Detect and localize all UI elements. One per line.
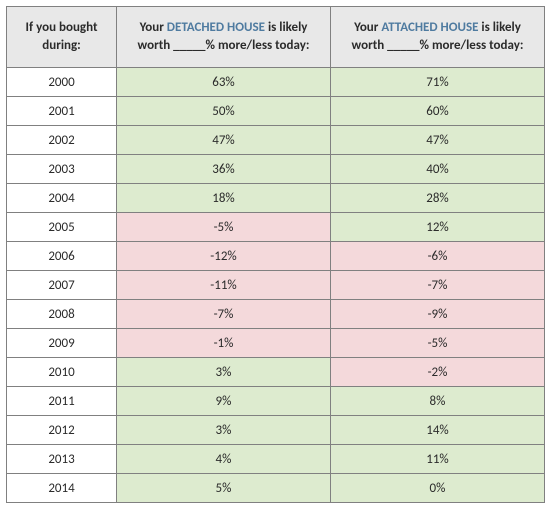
cell-year: 2010: [7, 358, 117, 387]
cell-detached: 47%: [117, 126, 331, 155]
cell-attached: 11%: [331, 445, 545, 474]
table-row: 200063%71%: [7, 68, 545, 97]
table-row: 2007-11%-7%: [7, 271, 545, 300]
cell-year: 2014: [7, 474, 117, 503]
house-value-table: If you bought during: Your DETACHED HOUS…: [6, 6, 545, 503]
cell-year: 2009: [7, 329, 117, 358]
cell-attached: 0%: [331, 474, 545, 503]
cell-attached: -2%: [331, 358, 545, 387]
cell-detached: 36%: [117, 155, 331, 184]
cell-attached: 28%: [331, 184, 545, 213]
cell-attached: 12%: [331, 213, 545, 242]
table-row: 2008-7%-9%: [7, 300, 545, 329]
table-row: 20134%11%: [7, 445, 545, 474]
cell-attached: 47%: [331, 126, 545, 155]
table-row: 2005-5%12%: [7, 213, 545, 242]
cell-attached: 60%: [331, 97, 545, 126]
cell-year: 2004: [7, 184, 117, 213]
cell-detached: -5%: [117, 213, 331, 242]
table-row: 200150%60%: [7, 97, 545, 126]
table-header-row: If you bought during: Your DETACHED HOUS…: [7, 7, 545, 68]
table-row: 20123%14%: [7, 416, 545, 445]
col-header-attached: Your ATTACHED HOUSE is likely worth ____…: [331, 7, 545, 68]
cell-attached: -9%: [331, 300, 545, 329]
cell-year: 2006: [7, 242, 117, 271]
cell-year: 2007: [7, 271, 117, 300]
cell-year: 2008: [7, 300, 117, 329]
table-row: 20103%-2%: [7, 358, 545, 387]
attached-prefix: Your: [354, 20, 381, 35]
cell-attached: 14%: [331, 416, 545, 445]
cell-detached: 3%: [117, 416, 331, 445]
table-row: 20119%8%: [7, 387, 545, 416]
cell-detached: -7%: [117, 300, 331, 329]
table-row: 2009-1%-5%: [7, 329, 545, 358]
col-header-year-label: If you bought during:: [26, 20, 98, 53]
table-body: 200063%71%200150%60%200247%47%200336%40%…: [7, 68, 545, 503]
cell-detached: 9%: [117, 387, 331, 416]
detached-prefix: Your: [140, 20, 167, 35]
table-row: 2006-12%-6%: [7, 242, 545, 271]
cell-attached: -6%: [331, 242, 545, 271]
cell-detached: 63%: [117, 68, 331, 97]
attached-emph: ATTACHED HOUSE: [381, 20, 478, 35]
col-header-year: If you bought during:: [7, 7, 117, 68]
cell-detached: -11%: [117, 271, 331, 300]
cell-detached: 18%: [117, 184, 331, 213]
cell-detached: 5%: [117, 474, 331, 503]
table-row: 200336%40%: [7, 155, 545, 184]
cell-year: 2002: [7, 126, 117, 155]
table-row: 200418%28%: [7, 184, 545, 213]
table-row: 200247%47%: [7, 126, 545, 155]
cell-year: 2001: [7, 97, 117, 126]
cell-detached: 50%: [117, 97, 331, 126]
cell-year: 2012: [7, 416, 117, 445]
cell-attached: -7%: [331, 271, 545, 300]
cell-year: 2003: [7, 155, 117, 184]
cell-year: 2000: [7, 68, 117, 97]
cell-attached: 40%: [331, 155, 545, 184]
cell-year: 2011: [7, 387, 117, 416]
cell-attached: 71%: [331, 68, 545, 97]
cell-year: 2005: [7, 213, 117, 242]
detached-emph: DETACHED HOUSE: [167, 20, 265, 35]
col-header-detached: Your DETACHED HOUSE is likely worth ____…: [117, 7, 331, 68]
cell-attached: -5%: [331, 329, 545, 358]
cell-year: 2013: [7, 445, 117, 474]
cell-detached: -1%: [117, 329, 331, 358]
cell-detached: 4%: [117, 445, 331, 474]
cell-detached: 3%: [117, 358, 331, 387]
cell-detached: -12%: [117, 242, 331, 271]
cell-attached: 8%: [331, 387, 545, 416]
table-row: 20145%0%: [7, 474, 545, 503]
